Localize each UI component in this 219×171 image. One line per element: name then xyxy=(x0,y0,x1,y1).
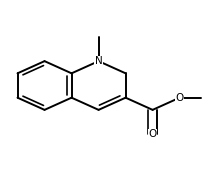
Text: O: O xyxy=(148,129,157,139)
Text: O: O xyxy=(175,93,184,103)
Text: N: N xyxy=(95,56,102,66)
